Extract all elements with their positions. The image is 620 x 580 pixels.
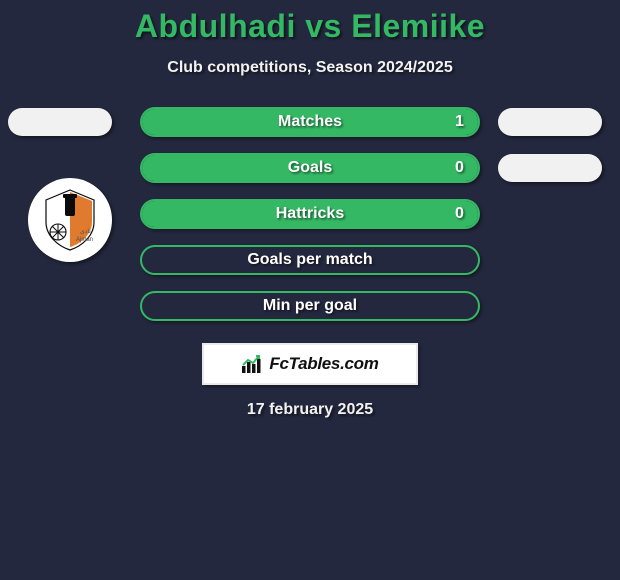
player-right-pill: [498, 154, 602, 182]
club-badge: نادي Ajman: [28, 178, 112, 262]
svg-text:Ajman: Ajman: [76, 237, 93, 243]
brand-logo-icon: [241, 354, 265, 374]
footer-date: 17 february 2025: [0, 401, 620, 419]
brand-box: FcTables.com: [202, 343, 418, 385]
stat-value-left: 0: [455, 153, 464, 183]
player-left-pill: [8, 108, 112, 136]
stat-pill: Hattricks: [140, 199, 480, 229]
stat-pill: Goals per match: [140, 245, 480, 275]
stat-pill: Goals: [140, 153, 480, 183]
page-title: Abdulhadi vs Elemiike: [0, 0, 620, 45]
page-subtitle: Club competitions, Season 2024/2025: [0, 59, 620, 77]
stat-label: Min per goal: [263, 297, 357, 315]
stat-label: Goals: [288, 159, 332, 177]
svg-text:نادي: نادي: [80, 228, 91, 235]
club-badge-icon: نادي Ajman: [36, 186, 104, 254]
stat-value-left: 0: [455, 199, 464, 229]
stat-label: Matches: [278, 113, 342, 131]
stat-value-left: 1: [455, 107, 464, 137]
stat-row: Matches 1: [0, 107, 620, 153]
stat-label: Goals per match: [247, 251, 372, 269]
stat-label: Hattricks: [276, 205, 344, 223]
player-right-pill: [498, 108, 602, 136]
stat-pill: Min per goal: [140, 291, 480, 321]
stat-pill: Matches: [140, 107, 480, 137]
stat-row: Min per goal: [0, 291, 620, 337]
brand-text: FcTables.com: [269, 354, 378, 374]
